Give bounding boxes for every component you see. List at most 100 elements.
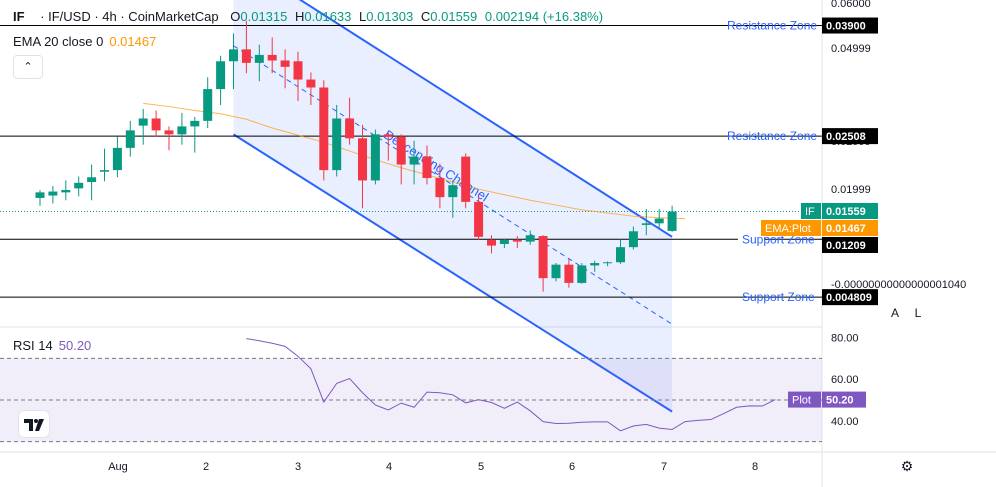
badge-value-box [822,128,878,145]
badge-value: 0.01559 [826,206,866,218]
time-tick-label: 2 [203,461,209,473]
rsi-band [0,358,822,442]
change-value: 0.002194 (+16.38%) [484,9,604,24]
time-tick-label: 6 [569,461,575,473]
level-label: Support Zone [742,290,815,304]
price-tick-label: 0.06000 [831,0,871,10]
rsi-badge-value: 50.20 [826,395,854,407]
ema-label: EMA 20 close 0 [13,34,104,49]
symbol-name[interactable]: IF [13,9,25,24]
log-scale-button[interactable]: L [909,304,927,322]
close-value: 0.01559 [430,9,478,24]
candle-body [654,218,664,224]
open-value: 0.01315 [240,9,288,24]
candle-body [61,189,71,193]
candle-body [538,236,548,279]
log-scale-label: L [914,306,922,320]
time-tick-label: Aug [108,461,128,473]
rsi-legend[interactable]: RSI 14 50.20 [13,338,91,353]
rsi-badge-tag [788,391,821,408]
candle-body [461,156,471,202]
candle-body [48,191,58,196]
time-tick-label: 8 [752,461,758,473]
candle-body [628,231,638,248]
collapse-legend-button[interactable]: ⌃ [13,55,43,79]
candle-body [358,138,367,181]
channel-lower-line [232,133,673,413]
candle-body [616,247,625,263]
candle-body [474,201,484,237]
badge-tag-label: EMA:Plot [765,223,811,235]
candle-body [332,118,342,171]
candle-body [370,134,380,181]
rsi-tick-label: 40.00 [831,416,859,428]
open-label: O [230,9,241,24]
candle-body [280,60,290,67]
close-label: C [420,9,431,24]
candle-body [422,156,432,179]
price-tick-label: 0.01999 [831,184,871,196]
channel-upper-line [298,0,673,238]
channel-mid-line [233,45,673,325]
price-tick-label: 0.04999 [831,43,871,55]
level-label: Resistance Zone [727,19,817,33]
ema-value: 0.01467 [109,34,157,49]
badge-value-box [822,220,878,236]
candle-body [383,134,393,137]
badge-value: 0.03900 [826,21,866,33]
high-label: H [295,9,305,24]
candle-body [319,87,329,171]
auto-scale-button[interactable]: A [886,304,904,322]
candle-body [641,223,651,225]
candle-body [306,79,316,88]
badge-value: 0.004809 [826,292,872,304]
candle-body [487,240,496,246]
symbol-title[interactable]: · IF/USD · 4h · CoinMarketCap [40,9,219,24]
candle-body [74,182,84,189]
badge-value: 0.02508 [826,131,866,143]
candle-body [267,54,277,61]
rsi-label: RSI 14 [13,338,53,353]
candle-body [499,240,509,244]
rsi-value: 50.20 [58,338,92,353]
auto-scale-label: A [890,306,899,320]
candle-body [525,235,535,242]
time-tick-label: 5 [478,461,484,473]
rsi-tick-label: 80.00 [831,333,859,345]
candle-body [603,262,613,264]
candle-body [590,263,600,266]
candle-body [177,126,187,135]
candle-body [229,49,238,62]
candle-body [164,130,174,135]
tradingview-logo-icon [24,419,44,431]
chevron-up-icon: ⌃ [23,61,33,73]
badge-tag [801,203,821,219]
tradingview-logo[interactable] [19,411,49,437]
candle-body [254,54,264,63]
badge-value: 0.01209 [826,240,866,252]
badge-value: 0.01467 [826,223,866,235]
price-tick-label: -0.00000000000000001040 [831,279,966,291]
badge-value-box [822,289,878,306]
candle-body [203,89,213,121]
level-label: Resistance Zone [727,129,817,143]
candle-body [667,211,677,231]
time-tick-label: 4 [386,461,392,473]
candle-body [241,49,251,63]
settings-gear-icon[interactable]: ⚙ [898,457,916,475]
badge-value-box [822,237,878,253]
badge-value-box [822,203,878,219]
badge-tag [761,220,821,236]
ema-legend[interactable]: EMA 20 close 0 0.01467 [13,34,156,49]
candle-body [138,118,148,126]
candle-body [448,185,458,198]
rsi-badge-box [822,391,866,408]
candle-body [151,118,161,131]
candle-body [577,265,587,283]
time-tick-label: 7 [661,461,667,473]
candle-body [190,120,200,127]
low-value: 0.01303 [366,9,414,24]
level-label-bg [738,230,764,247]
candle-body [564,264,574,283]
